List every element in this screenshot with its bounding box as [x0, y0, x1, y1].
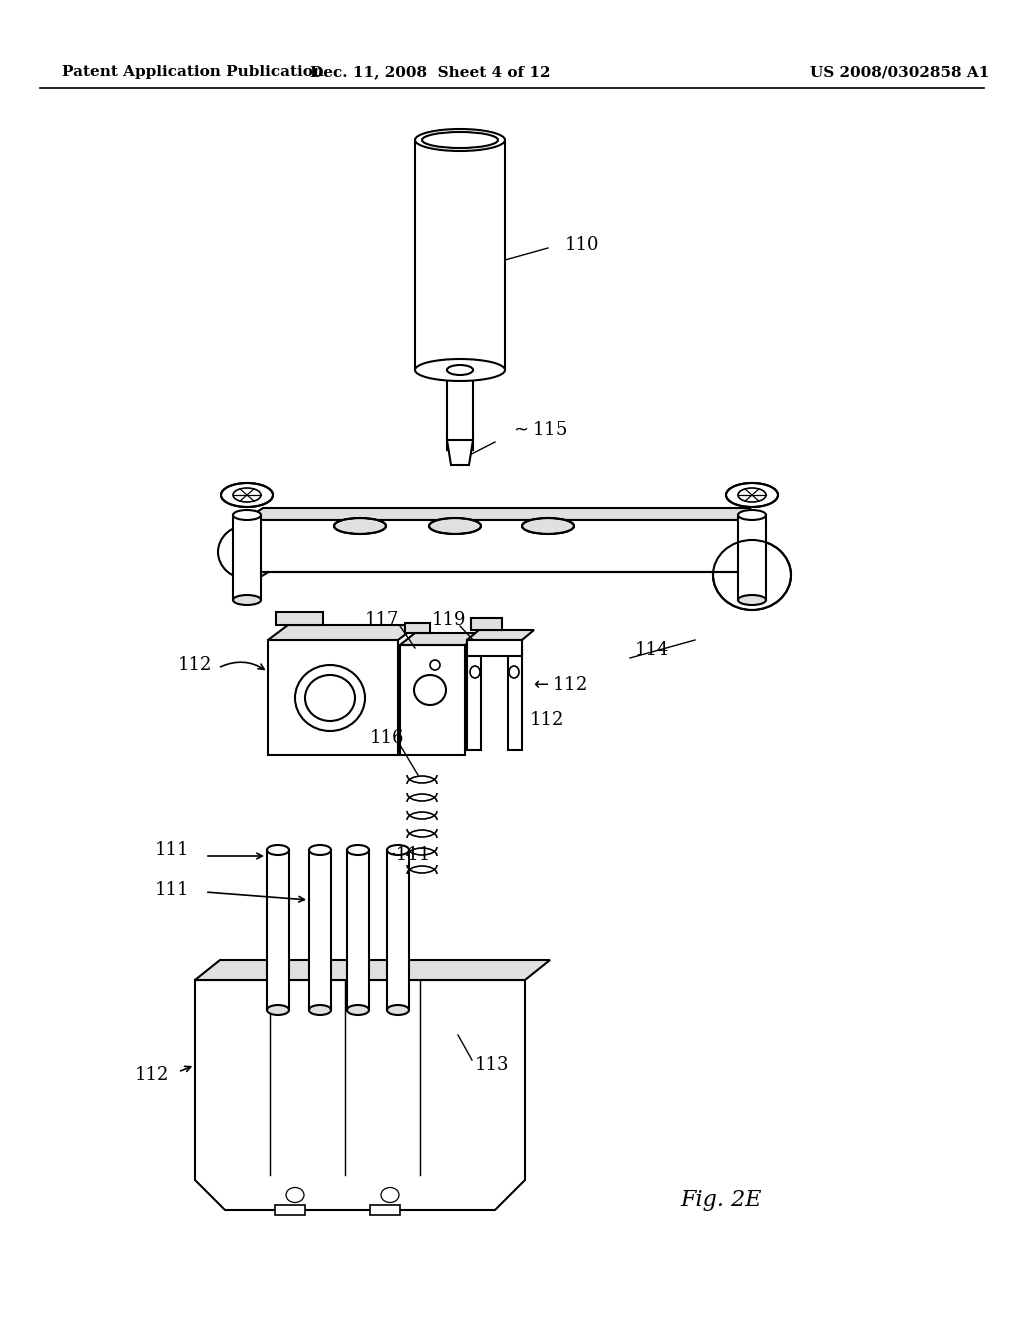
- Polygon shape: [406, 623, 430, 634]
- Text: 114: 114: [635, 642, 670, 659]
- Polygon shape: [245, 520, 755, 572]
- Polygon shape: [195, 979, 525, 1210]
- Text: ·111: ·111: [390, 846, 430, 865]
- Ellipse shape: [415, 359, 505, 381]
- Ellipse shape: [233, 510, 261, 520]
- Ellipse shape: [334, 517, 386, 535]
- Ellipse shape: [347, 845, 369, 855]
- Text: 112: 112: [135, 1067, 169, 1084]
- Text: $\sim$115: $\sim$115: [510, 421, 567, 440]
- Ellipse shape: [470, 667, 480, 678]
- Ellipse shape: [381, 1188, 399, 1203]
- Ellipse shape: [414, 675, 446, 705]
- Ellipse shape: [713, 540, 791, 610]
- Ellipse shape: [387, 845, 409, 855]
- Ellipse shape: [738, 510, 766, 520]
- Polygon shape: [508, 640, 522, 750]
- Text: US 2008/0302858 A1: US 2008/0302858 A1: [810, 65, 989, 79]
- Polygon shape: [415, 140, 505, 370]
- Text: 111: 111: [155, 880, 189, 899]
- Text: 112: 112: [178, 656, 212, 675]
- Ellipse shape: [387, 1005, 409, 1015]
- Polygon shape: [400, 645, 465, 755]
- Ellipse shape: [509, 667, 519, 678]
- Ellipse shape: [447, 366, 473, 375]
- Ellipse shape: [305, 675, 355, 721]
- Ellipse shape: [267, 845, 289, 855]
- Polygon shape: [400, 634, 480, 645]
- Text: 116: 116: [370, 729, 404, 747]
- Polygon shape: [347, 850, 369, 1010]
- Ellipse shape: [218, 525, 278, 579]
- Ellipse shape: [347, 1005, 369, 1015]
- Ellipse shape: [422, 132, 498, 148]
- Text: Fig. 2E: Fig. 2E: [680, 1189, 762, 1210]
- Polygon shape: [370, 1205, 400, 1214]
- Ellipse shape: [415, 129, 505, 150]
- Ellipse shape: [267, 1005, 289, 1015]
- Polygon shape: [471, 618, 502, 630]
- Polygon shape: [275, 1205, 305, 1214]
- Polygon shape: [309, 850, 331, 1010]
- Text: 117: 117: [365, 611, 399, 630]
- Text: 111: 111: [155, 841, 189, 859]
- Ellipse shape: [430, 660, 440, 671]
- Ellipse shape: [726, 483, 778, 507]
- Text: Dec. 11, 2008  Sheet 4 of 12: Dec. 11, 2008 Sheet 4 of 12: [309, 65, 550, 79]
- Text: 119: 119: [432, 611, 467, 630]
- Bar: [233, 515, 261, 601]
- Text: 112: 112: [530, 711, 564, 729]
- Polygon shape: [245, 508, 755, 520]
- Ellipse shape: [738, 595, 766, 605]
- Polygon shape: [467, 640, 481, 750]
- Ellipse shape: [522, 517, 574, 535]
- Text: 110: 110: [565, 236, 599, 253]
- Polygon shape: [195, 960, 550, 979]
- Text: 113: 113: [475, 1056, 510, 1074]
- Ellipse shape: [295, 665, 365, 731]
- Polygon shape: [447, 440, 473, 465]
- Polygon shape: [268, 624, 418, 640]
- Bar: [738, 515, 766, 601]
- Ellipse shape: [286, 1188, 304, 1203]
- Polygon shape: [467, 640, 522, 656]
- Polygon shape: [267, 850, 289, 1010]
- Text: $\leftarrow$112: $\leftarrow$112: [530, 676, 587, 694]
- Polygon shape: [467, 630, 534, 640]
- Ellipse shape: [429, 517, 481, 535]
- Ellipse shape: [309, 845, 331, 855]
- Polygon shape: [447, 370, 473, 450]
- Polygon shape: [276, 612, 323, 624]
- Polygon shape: [387, 850, 409, 1010]
- Ellipse shape: [233, 595, 261, 605]
- Polygon shape: [268, 640, 398, 755]
- Ellipse shape: [309, 1005, 331, 1015]
- Text: Patent Application Publication: Patent Application Publication: [62, 65, 324, 79]
- Ellipse shape: [221, 483, 273, 507]
